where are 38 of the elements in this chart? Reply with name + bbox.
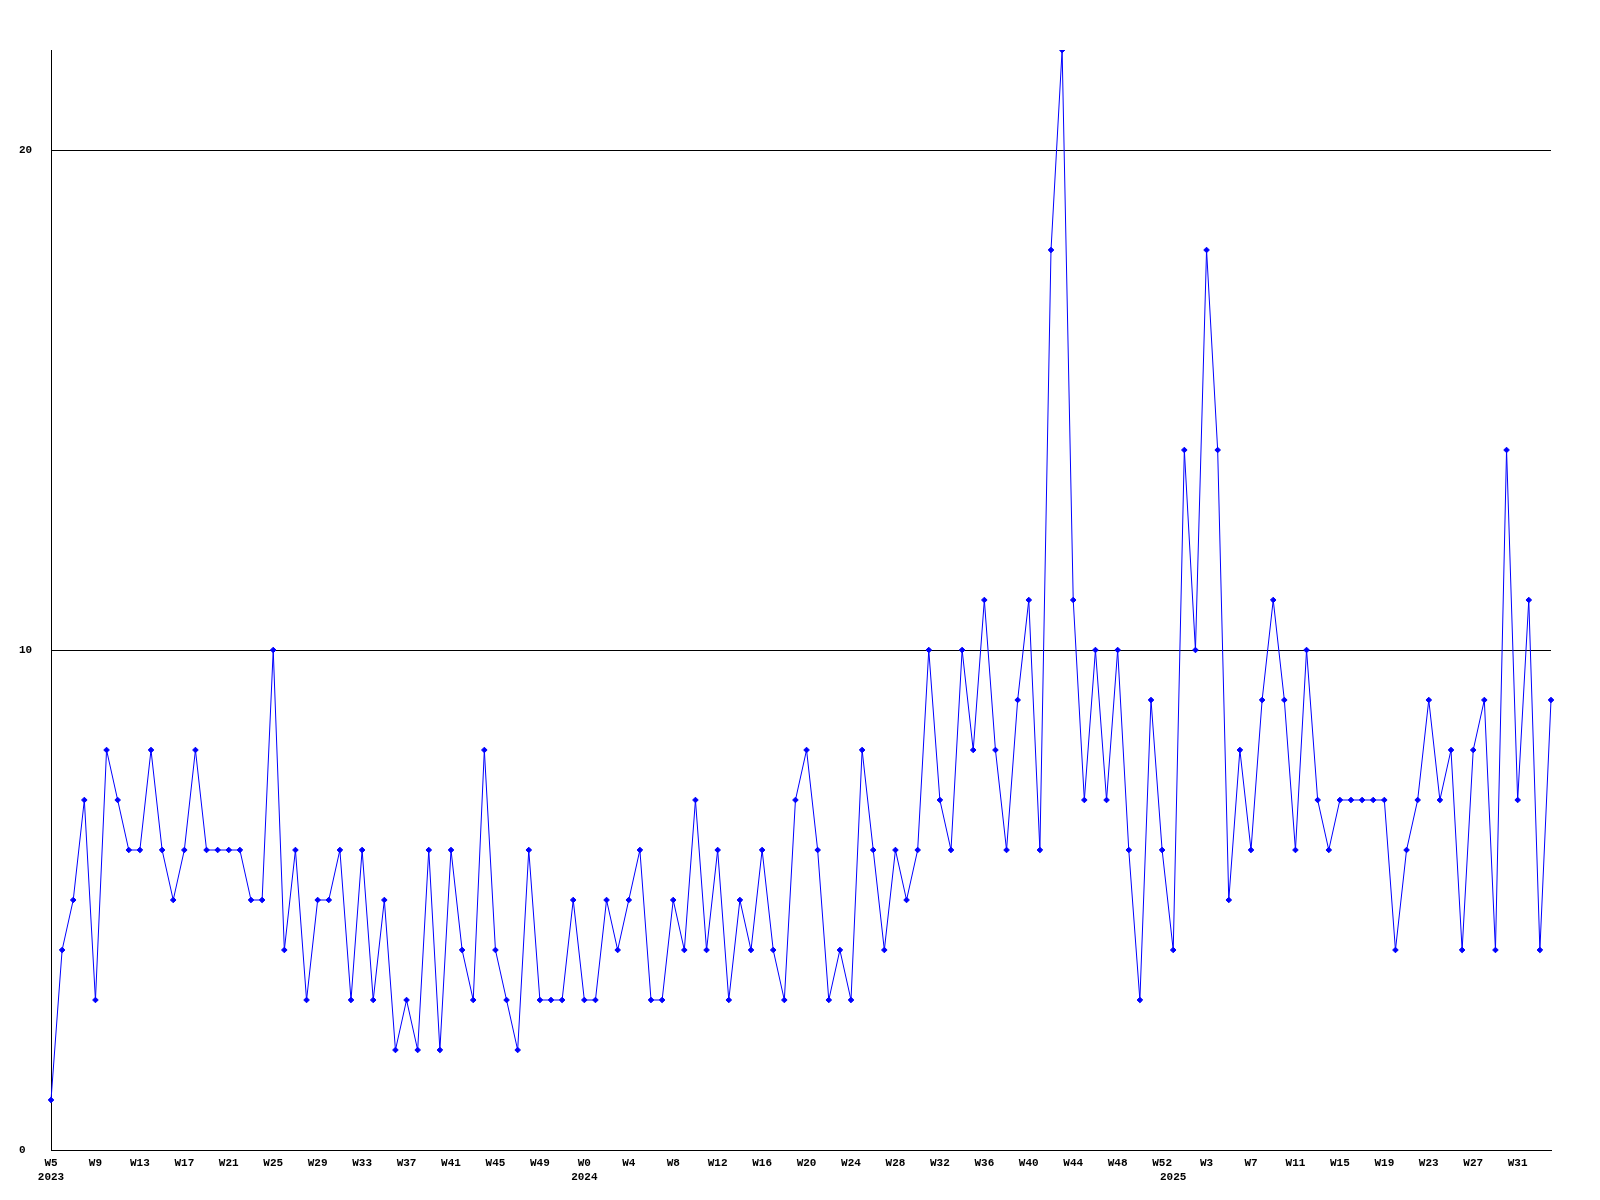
x-tick-label: W15 xyxy=(1329,1156,1351,1169)
x-tick-label: W29 xyxy=(307,1156,328,1169)
x-tick-label: W25 xyxy=(263,1156,284,1169)
x-tick-label: W23 xyxy=(1418,1156,1440,1169)
x-tick-label: W40 xyxy=(1018,1156,1039,1169)
x-tick-label: W0 2024 xyxy=(571,1156,598,1184)
x-tick-label: W20 xyxy=(796,1156,817,1169)
x-tick-label: W4 xyxy=(622,1156,636,1169)
x-tick-label: W24 xyxy=(841,1156,862,1169)
x-tick-label: W37 xyxy=(396,1156,417,1169)
x-tick-label: W8 xyxy=(666,1156,681,1169)
y-tick-label: 10 xyxy=(19,643,33,656)
x-tick-label: W13 xyxy=(129,1156,151,1169)
x-tick-label: W32 xyxy=(929,1156,950,1169)
x-tick-label: W41 xyxy=(441,1156,462,1169)
y-tick-label: 0 xyxy=(19,1143,26,1156)
x-tick-label: W11 xyxy=(1285,1156,1306,1169)
x-tick-label: W5 2023 xyxy=(37,1156,65,1184)
x-tick-label: W21 xyxy=(218,1156,240,1169)
x-tick-label: W44 xyxy=(1063,1156,1084,1169)
x-tick-label: W52 xyxy=(1152,1156,1173,1169)
x-tick-label: W31 xyxy=(1507,1156,1528,1169)
x-tick-label: 2025 xyxy=(1160,1171,1187,1184)
x-tick-label: W7 xyxy=(1244,1156,1258,1169)
x-tick-label: W28 xyxy=(885,1156,906,1169)
x-tick-label: W17 xyxy=(174,1156,195,1169)
x-tick-label: W33 xyxy=(352,1156,373,1169)
x-tick-label: W9 xyxy=(88,1156,103,1169)
x-tick-label: W3 xyxy=(1199,1156,1214,1169)
x-tick-label: W16 xyxy=(752,1156,773,1169)
y-tick-label: 20 xyxy=(19,143,33,156)
x-tick-label: W19 xyxy=(1374,1156,1395,1169)
x-tick-label: W36 xyxy=(974,1156,995,1169)
x-tick-label: W48 xyxy=(1107,1156,1128,1169)
x-tick-label: W49 xyxy=(529,1156,550,1169)
x-tick-label: W45 xyxy=(485,1156,506,1169)
x-tick-label: W27 xyxy=(1463,1156,1484,1169)
x-tick-label: W12 xyxy=(707,1156,728,1169)
